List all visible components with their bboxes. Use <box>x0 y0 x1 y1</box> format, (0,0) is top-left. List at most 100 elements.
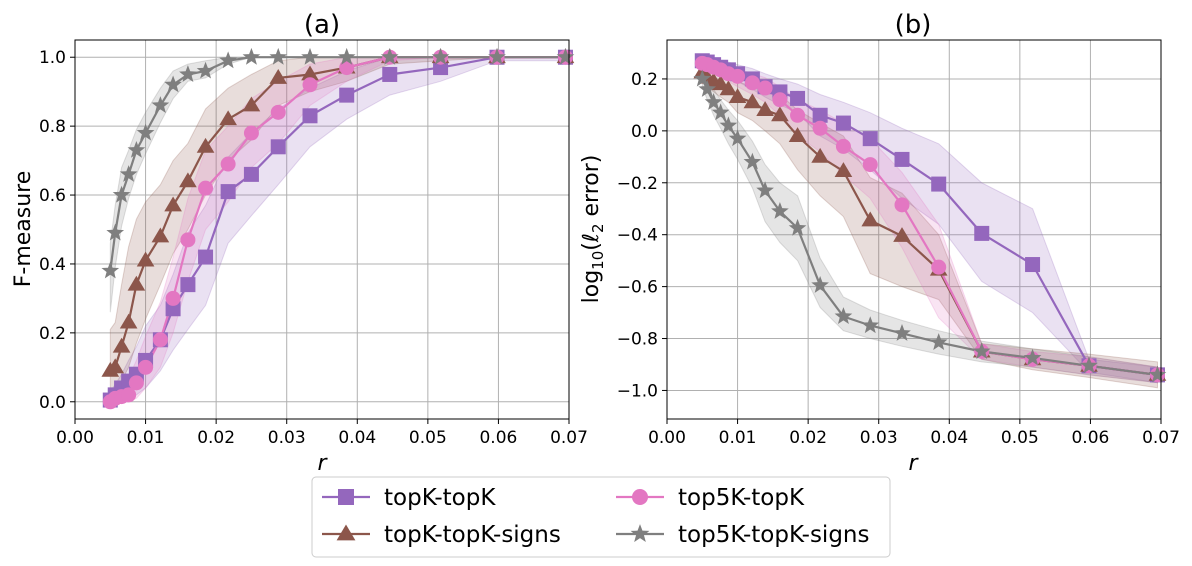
panel-b-point-top5k-topk <box>894 197 910 213</box>
legend-entry-topk-topk: topK-topK <box>322 485 496 511</box>
panel-a-point-top5k-topk-signs <box>151 96 170 113</box>
panel-a-point-topk-topk <box>339 87 355 103</box>
panel-b-point-top5k-topk <box>744 75 760 91</box>
panel-a-point-top5k-topk <box>220 156 236 172</box>
panel-a-point-top5k-topk <box>180 232 196 248</box>
panel-b-point-topk-topk-signs <box>743 93 762 109</box>
panel-b-point-topk-topk-signs <box>861 211 880 227</box>
panel-b-y-tick-label: −1.0 <box>617 381 658 401</box>
panel-a-point-top5k-topk <box>243 125 259 141</box>
panel-a-x-tick-label: 0.00 <box>56 428 94 448</box>
panel-b-point-top5k-topk-signs <box>756 181 774 199</box>
panel-a-point-topk-topk <box>433 60 449 76</box>
panel-a-point-top5k-topk <box>138 359 154 375</box>
panel-b-x-axis-label: r <box>908 451 919 476</box>
panel-a: 0.00 0.01 0.02 0.03 0.04 0.05 0.06 0.07 0.0 0.2 0.… <box>11 10 588 476</box>
panel-b-point-top5k-topk <box>757 80 773 96</box>
legend-marker-top5k-topk <box>632 489 648 505</box>
panel-b-x-tick-label: 0.07 <box>1142 428 1180 448</box>
legend-entry-top5k-topk: top5K-topK <box>616 485 805 511</box>
panel-b-point-topk-topk <box>812 107 828 123</box>
panel-b-point-top5k-topk <box>862 157 878 173</box>
panel-a-point-topk-topk-signs <box>196 137 215 153</box>
panel-a-point-top5k-topk-signs <box>164 75 182 93</box>
panel-a-point-top5k-topk-signs <box>269 47 288 65</box>
panel-b-markers <box>693 53 1167 383</box>
panel-a-point-topk-topk <box>382 66 398 82</box>
panel-b-bands <box>701 54 1158 389</box>
panel-a-y-tick-label: 0.2 <box>39 324 66 344</box>
panel-a-point-topk-topk <box>220 184 236 200</box>
panel-a-x-tick-label: 0.01 <box>127 428 165 448</box>
panel-b-point-topk-topk-signs <box>811 147 829 163</box>
legend-entry-topk-topk-signs: topK-topK-signs <box>322 522 561 548</box>
panel-b-point-top5k-topk <box>931 259 947 275</box>
panel-b-point-top5k-topk-signs <box>1080 356 1098 374</box>
panel-b-x-tick-label: 0.04 <box>930 428 968 448</box>
panel-b-point-top5k-topk-signs <box>1023 348 1042 366</box>
panel-a-point-top5k-topk-signs <box>556 47 575 65</box>
legend-entries: topK-topK top5K-topK topK-topK-signs top5K-… <box>322 485 869 548</box>
panel-b-y-tick-label: −0.2 <box>617 174 658 194</box>
panel-b-y-tick-label: 0.0 <box>631 122 658 142</box>
ylabel-error: error) <box>579 155 604 224</box>
panel-a-title: (a) <box>304 10 340 40</box>
panel-b-band-topk-topk <box>701 54 1158 384</box>
panel-b-point-top5k-topk <box>812 120 828 136</box>
panel-b-x-tick-label: 0.02 <box>789 428 827 448</box>
legend-marker-top5k-topk-signs <box>630 524 650 543</box>
panel-b-frame <box>666 39 1162 420</box>
panel-a-markers <box>101 47 575 410</box>
panel-a-x-tick-label: 0.03 <box>268 428 306 448</box>
panel-b-point-topk-topk <box>974 225 990 241</box>
panel-b-point-top5k-topk-signs <box>893 324 911 341</box>
panel-a-x-tick-label: 0.07 <box>550 428 588 448</box>
panel-a-point-topk-topk-signs <box>179 172 197 188</box>
panel-b-point-topk-topk-signs <box>834 162 853 178</box>
panel-b-point-topk-topk <box>790 90 806 106</box>
panel-a-y-tick-label: 1.0 <box>39 48 66 68</box>
panel-b-point-topk-topk-signs <box>719 80 738 96</box>
panel-b-y-tick-label: −0.4 <box>617 226 658 246</box>
panel-a-point-top5k-topk <box>270 104 286 120</box>
panel-b-point-topk-topk-signs <box>893 227 911 242</box>
panel-b-x-tick-label: 0.00 <box>648 428 686 448</box>
panel-a-point-topk-topk-signs <box>112 337 131 353</box>
legend-label-topk-topk: topK-topK <box>384 485 496 511</box>
panel-a-point-topk-topk-signs <box>242 96 261 112</box>
panel-a-point-topk-topk-signs <box>301 65 319 81</box>
legend-box <box>311 476 891 558</box>
panel-a-point-top5k-topk <box>121 387 137 403</box>
panel-b-point-top5k-topk-signs <box>711 103 730 121</box>
panel-a-y-tick-label: 0.6 <box>39 186 66 206</box>
panel-a-point-top5k-topk-signs <box>136 123 155 141</box>
panel-b-x-tick-label: 0.05 <box>1001 428 1039 448</box>
panel-b-point-top5k-topk-signs <box>771 202 789 219</box>
panel-b-point-top5k-topk-signs <box>861 316 880 334</box>
panel-b-point-top5k-topk-signs <box>743 152 762 170</box>
panel-a-point-topk-topk-signs <box>151 227 170 243</box>
panel-b-point-top5k-topk-signs <box>728 129 747 147</box>
panel-a-point-topk-topk <box>180 277 196 293</box>
legend: topK-topK top5K-topK topK-topK-signs top5K-… <box>311 476 891 558</box>
ylabel-log-base: 10 <box>589 251 607 270</box>
panel-a-y-axis-label: F-measure <box>11 171 36 288</box>
panel-b-point-top5k-topk <box>772 92 788 108</box>
panel-a-point-top5k-topk-signs <box>196 61 215 79</box>
panel-a-point-topk-topk-signs <box>269 68 288 84</box>
panel-a-x-tick-label: 0.02 <box>197 428 235 448</box>
panel-b-point-top5k-topk-signs <box>811 276 829 293</box>
legend-entry-top5k-topk-signs: top5K-topK-signs <box>616 522 869 548</box>
panel-a-point-top5k-topk-signs <box>488 47 506 65</box>
panel-b-point-top5k-topk-signs <box>1148 365 1167 383</box>
panel-b-point-top5k-topk-signs <box>788 218 807 236</box>
ylabel-ell: ℓ <box>579 233 604 243</box>
panel-b-point-top5k-topk <box>790 107 806 123</box>
panel-b-point-top5k-topk-signs <box>704 93 723 110</box>
panel-a-point-topk-topk-signs <box>119 313 138 329</box>
panel-a-point-top5k-topk-signs <box>127 140 146 158</box>
panel-a-x-tick-label: 0.05 <box>409 428 447 448</box>
panel-a-y-tick-label: 0.4 <box>39 255 66 275</box>
panel-b-y-tick-label: −0.8 <box>617 330 658 350</box>
